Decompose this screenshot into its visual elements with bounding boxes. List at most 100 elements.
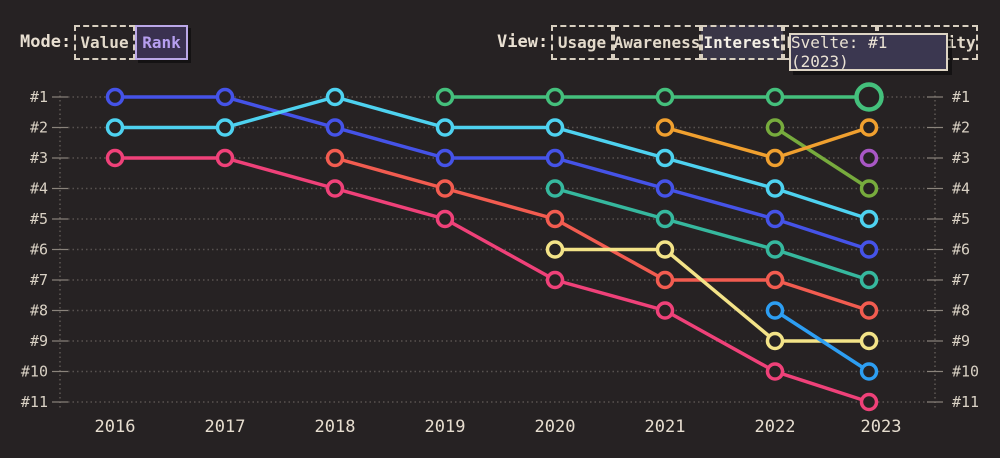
data-point-yellow-2022[interactable] xyxy=(765,331,785,351)
data-point-sky-2023[interactable] xyxy=(859,362,879,381)
data-point-svelte-2020[interactable] xyxy=(545,87,565,107)
data-point-cyan-2019[interactable] xyxy=(435,118,455,137)
view-interest-button[interactable]: Interest xyxy=(701,25,783,60)
series-purple xyxy=(859,148,879,168)
data-point-olive-2022[interactable] xyxy=(765,118,785,137)
year-label: 2017 xyxy=(205,417,246,437)
series-line-indigo xyxy=(113,95,871,252)
rank-label-right: #1 xyxy=(952,88,970,106)
rank-label-left: #6 xyxy=(30,241,48,259)
rank-label-right: #11 xyxy=(952,393,979,411)
series-line-cyan xyxy=(113,95,871,221)
data-point-indigo-2018[interactable] xyxy=(325,118,345,137)
data-point-purple-2023[interactable] xyxy=(859,148,879,168)
rank-label-left: #5 xyxy=(30,210,48,228)
series-svelte xyxy=(435,82,884,112)
rank-label-right: #7 xyxy=(952,271,970,289)
data-point-pink-2020[interactable] xyxy=(545,270,565,290)
data-point-pink-2017[interactable] xyxy=(215,148,235,168)
year-label: 2018 xyxy=(315,417,356,437)
rank-label-right: #2 xyxy=(952,119,970,137)
data-point-cyan-2021[interactable] xyxy=(655,148,675,168)
data-point-olive-2023[interactable] xyxy=(859,179,879,198)
data-point-indigo-2016[interactable] xyxy=(105,87,125,107)
data-point-salmon-2020[interactable] xyxy=(545,209,565,229)
data-point-amber-2023[interactable] xyxy=(859,118,879,137)
data-point-indigo-2023[interactable] xyxy=(859,240,879,259)
rank-label-left: #4 xyxy=(30,180,48,198)
rank-label-right: #9 xyxy=(952,332,970,350)
view-awareness-button[interactable]: Awareness xyxy=(613,25,701,60)
series-indigo xyxy=(105,87,879,259)
year-label: 2016 xyxy=(95,417,136,437)
series-line-olive xyxy=(773,125,871,191)
data-point-teal-2021[interactable] xyxy=(655,209,675,229)
data-point-salmon-2021[interactable] xyxy=(655,270,675,290)
mode-label: Mode: xyxy=(20,32,72,52)
year-label: 2019 xyxy=(425,417,466,437)
data-point-pink-2021[interactable] xyxy=(655,301,675,320)
data-point-cyan-2022[interactable] xyxy=(765,179,785,198)
rank-label-left: #3 xyxy=(30,149,48,167)
data-point-pink-2023[interactable] xyxy=(859,392,879,412)
data-point-indigo-2021[interactable] xyxy=(655,179,675,198)
data-point-pink-2016[interactable] xyxy=(105,148,125,168)
data-point-svelte-2021[interactable] xyxy=(655,87,675,107)
data-point-yellow-2020[interactable] xyxy=(545,240,565,259)
data-point-salmon-2022[interactable] xyxy=(765,270,785,290)
tooltip-svelte-rank: Svelte: #1 (2023) xyxy=(789,33,948,71)
rank-label-right: #8 xyxy=(952,302,970,320)
data-point-amber-2021[interactable] xyxy=(655,118,675,137)
data-point-pink-2019[interactable] xyxy=(435,209,455,229)
series-pink xyxy=(105,148,879,412)
data-point-salmon-2018[interactable] xyxy=(325,148,345,168)
view-label: View: xyxy=(497,32,549,52)
data-point-yellow-2023[interactable] xyxy=(859,331,879,351)
series-line-sky xyxy=(773,308,871,374)
year-axis: 2016 2017 2018 2019 2020 2021 2022 2023 xyxy=(95,417,902,437)
rank-label-left: #8 xyxy=(30,302,48,320)
series-cyan xyxy=(105,87,879,229)
data-point-svelte-2019[interactable] xyxy=(435,87,455,107)
year-label: 2023 xyxy=(861,417,902,437)
view-usage-button[interactable]: Usage xyxy=(551,25,613,60)
data-point-salmon-2023[interactable] xyxy=(859,301,879,320)
data-point-cyan-2020[interactable] xyxy=(545,118,565,137)
rank-axes: #1 #1 #2 #2 #3 #3 #4 #4 #5 #5 #6 #6 #7 #7 #8 #8 #9 #9 #10 #… xyxy=(21,88,979,411)
data-point-amber-2022[interactable] xyxy=(765,148,785,168)
data-point-cyan-2018[interactable] xyxy=(325,87,345,107)
data-point-pink-2018[interactable] xyxy=(325,179,345,198)
series-line-teal xyxy=(553,186,871,282)
rank-label-right: #6 xyxy=(952,241,970,259)
mode-rank-button[interactable]: Rank xyxy=(135,25,188,60)
rank-label-right: #10 xyxy=(952,363,979,381)
data-point-teal-2022[interactable] xyxy=(765,240,785,259)
rank-label-left: #10 xyxy=(21,363,48,381)
rank-label-right: #5 xyxy=(952,210,970,228)
series-olive xyxy=(765,118,879,198)
data-point-indigo-2022[interactable] xyxy=(765,209,785,229)
data-point-svelte-2022[interactable] xyxy=(765,87,785,107)
data-point-teal-2023[interactable] xyxy=(859,270,879,290)
data-point-indigo-2020[interactable] xyxy=(545,148,565,168)
data-point-pink-2022[interactable] xyxy=(765,362,785,381)
data-point-svelte-2023[interactable] xyxy=(854,82,884,112)
data-point-indigo-2017[interactable] xyxy=(215,87,235,107)
rank-label-left: #1 xyxy=(30,88,48,106)
data-point-teal-2020[interactable] xyxy=(545,179,565,198)
data-point-cyan-2017[interactable] xyxy=(215,118,235,137)
series-teal xyxy=(545,179,879,290)
data-point-sky-2022[interactable] xyxy=(765,301,785,320)
data-point-cyan-2016[interactable] xyxy=(105,118,125,137)
data-point-yellow-2021[interactable] xyxy=(655,240,675,259)
rank-label-left: #9 xyxy=(30,332,48,350)
data-point-indigo-2019[interactable] xyxy=(435,148,455,168)
year-label: 2022 xyxy=(755,417,796,437)
year-label: 2020 xyxy=(535,417,576,437)
rank-label-left: #11 xyxy=(21,393,48,411)
data-point-cyan-2023[interactable] xyxy=(859,209,879,229)
mode-value-button[interactable]: Value xyxy=(74,25,135,60)
data-point-salmon-2019[interactable] xyxy=(435,179,455,198)
rank-label-right: #4 xyxy=(952,180,970,198)
